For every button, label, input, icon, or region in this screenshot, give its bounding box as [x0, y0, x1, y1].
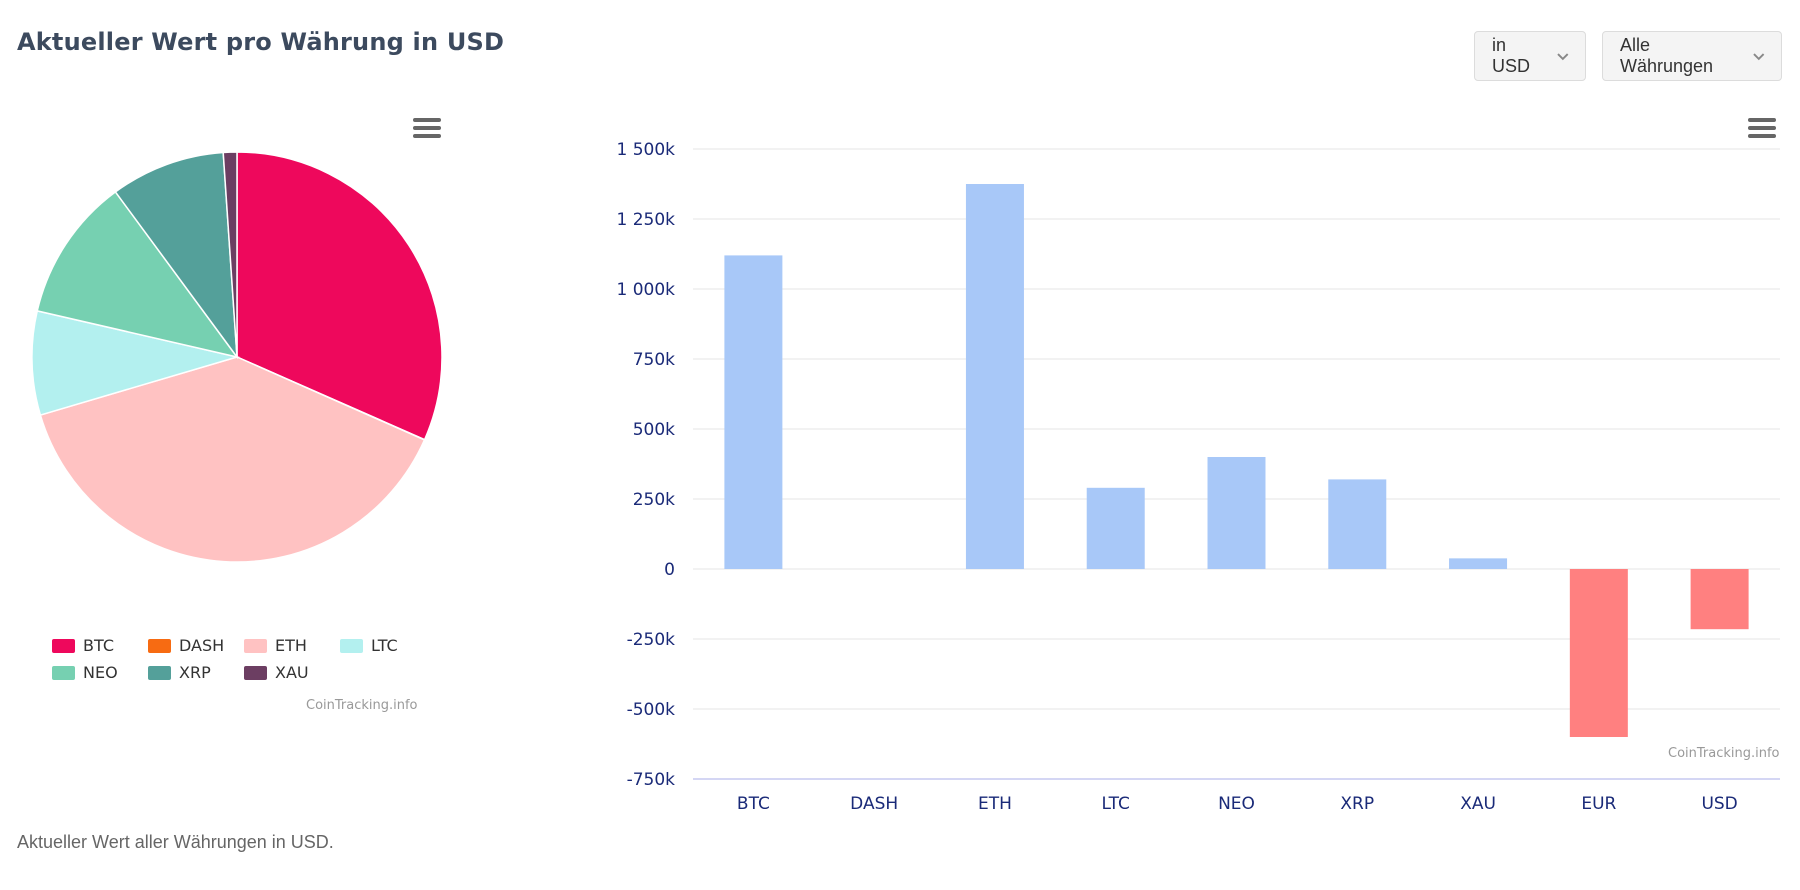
x-tick-label: BTC — [737, 794, 770, 814]
currency-filter-select[interactable]: Alle Währungen — [1602, 31, 1782, 81]
y-tick-label: -500k — [627, 700, 676, 720]
pie-slice-ltc[interactable] — [31, 309, 240, 417]
legend-label: LTC — [371, 636, 398, 655]
legend-item-neo[interactable]: NEO — [52, 663, 118, 682]
y-tick-label: 1 000k — [616, 280, 675, 300]
legend-label: NEO — [83, 663, 118, 682]
legend-swatch — [244, 638, 267, 653]
y-tick-label: 1 250k — [616, 210, 675, 230]
chart-description: Aktueller Wert aller Währungen in USD. — [17, 832, 334, 852]
bar-ltc[interactable] — [1086, 487, 1145, 569]
bar-chart: 1 500k 1 250k 1 000k 750k 500k 250k 0 -250k -500… — [616, 140, 1780, 814]
x-tick-label: USD — [1701, 794, 1737, 814]
page-title: Aktueller Wert pro Währung in USD — [17, 28, 505, 56]
x-tick-label: XRP — [1340, 794, 1374, 814]
y-tick-label: -750k — [627, 770, 676, 790]
x-tick-label: NEO — [1218, 794, 1255, 814]
legend-item-dash[interactable]: DASH — [148, 636, 224, 655]
bar-usd[interactable] — [1690, 569, 1749, 630]
y-tick-label: 0 — [664, 560, 675, 580]
y-tick-label: -250k — [627, 630, 676, 650]
y-tick-label: 1 500k — [616, 140, 675, 160]
pie-chart — [31, 151, 443, 563]
currency-select[interactable]: in USD — [1474, 31, 1586, 81]
x-tick-label: DASH — [850, 794, 898, 814]
legend-label: XRP — [179, 663, 211, 682]
legend-item-btc[interactable]: BTC — [52, 636, 114, 655]
bar-xau[interactable] — [1449, 558, 1508, 569]
legend-swatch — [52, 638, 75, 653]
bar-chart-menu-icon[interactable] — [1748, 118, 1776, 140]
legend-swatch — [244, 665, 267, 680]
legend-item-xrp[interactable]: XRP — [148, 663, 211, 682]
legend-swatch — [52, 665, 75, 680]
bar-neo[interactable] — [1207, 457, 1266, 569]
pie-slice-xrp[interactable] — [114, 151, 238, 360]
bar-eur[interactable] — [1569, 569, 1628, 737]
pie-slice-neo[interactable] — [36, 190, 239, 359]
chevron-down-icon — [1753, 53, 1765, 61]
currency-filter-label: Alle Währungen — [1620, 35, 1714, 76]
bar-xrp[interactable] — [1328, 479, 1387, 569]
legend-item-xau[interactable]: XAU — [244, 663, 309, 682]
legend-item-eth[interactable]: ETH — [244, 636, 307, 655]
x-tick-label: XAU — [1460, 794, 1496, 814]
x-tick-label: LTC — [1102, 794, 1130, 814]
pie-slice-eth[interactable] — [39, 356, 426, 563]
y-tick-label: 750k — [633, 350, 675, 370]
legend-label: BTC — [83, 636, 114, 655]
chevron-down-icon — [1557, 53, 1569, 61]
x-tick-label: EUR — [1581, 794, 1616, 814]
legend-label: DASH — [179, 636, 225, 655]
legend-swatch — [340, 638, 363, 653]
y-tick-label: 500k — [633, 420, 675, 440]
bar-eth[interactable] — [965, 184, 1024, 569]
pie-chart-menu-icon[interactable] — [413, 118, 441, 140]
pie-credit: CoinTracking.info — [306, 698, 418, 713]
legend-label: XAU — [275, 663, 309, 682]
pie-slice-btc[interactable] — [236, 151, 443, 441]
bar-btc[interactable] — [724, 255, 783, 569]
legend-swatch — [148, 638, 171, 653]
bar-credit: CoinTracking.info — [1668, 746, 1780, 761]
legend-swatch — [148, 665, 171, 680]
legend-label: ETH — [275, 636, 307, 655]
y-tick-label: 250k — [633, 490, 675, 510]
legend-item-ltc[interactable]: LTC — [340, 636, 398, 655]
pie-slice-xau[interactable] — [222, 151, 238, 358]
currency-select-label: in USD — [1492, 35, 1531, 76]
x-tick-label: ETH — [978, 794, 1012, 814]
